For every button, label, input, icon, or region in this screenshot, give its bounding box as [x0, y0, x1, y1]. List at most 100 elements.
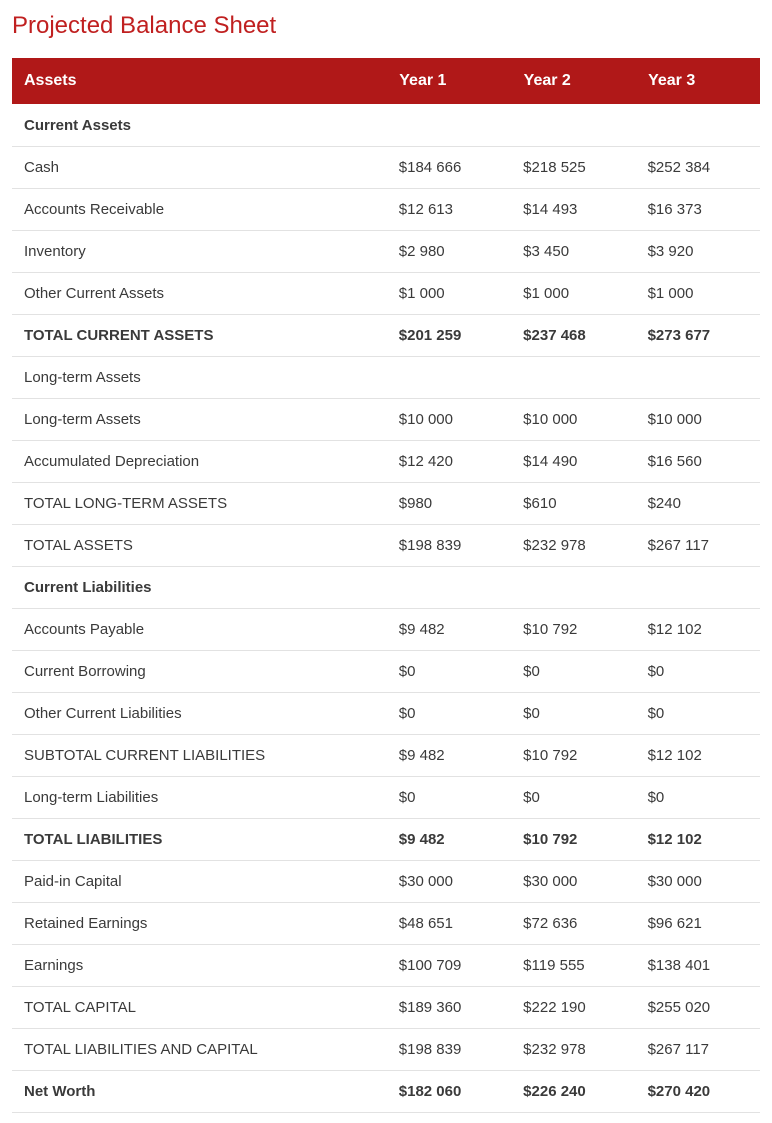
header-year-2: Year 2: [511, 58, 635, 105]
row-value: $0: [387, 777, 511, 819]
table-row: Earnings$100 709$119 555$138 401: [12, 945, 760, 987]
row-value: $273 677: [636, 315, 760, 357]
page-title: Projected Balance Sheet: [12, 12, 760, 40]
row-value: $184 666: [387, 147, 511, 189]
table-row: Other Current Liabilities$0$0$0: [12, 693, 760, 735]
row-value: $16 560: [636, 441, 760, 483]
row-value: $0: [511, 777, 635, 819]
table-row: TOTAL LIABILITIES AND CAPITAL$198 839$23…: [12, 1029, 760, 1071]
row-value: $0: [387, 693, 511, 735]
row-value: $198 839: [387, 525, 511, 567]
row-value: $10 000: [636, 399, 760, 441]
table-row: Long-term Assets$10 000$10 000$10 000: [12, 399, 760, 441]
row-label: Current Assets: [12, 105, 387, 147]
row-value: $16 373: [636, 189, 760, 231]
table-row: TOTAL LIABILITIES$9 482$10 792$12 102: [12, 819, 760, 861]
table-row: Current Borrowing$0$0$0: [12, 651, 760, 693]
row-value: $0: [636, 777, 760, 819]
table-row: Retained Earnings$48 651$72 636$96 621: [12, 903, 760, 945]
row-value: $1 000: [511, 273, 635, 315]
row-value: $138 401: [636, 945, 760, 987]
row-label: Accumulated Depreciation: [12, 441, 387, 483]
row-label: Long-term Liabilities: [12, 777, 387, 819]
row-value: $9 482: [387, 609, 511, 651]
row-value: $0: [511, 693, 635, 735]
row-label: Cash: [12, 147, 387, 189]
table-row: TOTAL CURRENT ASSETS$201 259$237 468$273…: [12, 315, 760, 357]
table-row: Cash$184 666$218 525$252 384: [12, 147, 760, 189]
row-value: $30 000: [636, 861, 760, 903]
row-value: [636, 357, 760, 399]
row-value: [387, 105, 511, 147]
row-value: $218 525: [511, 147, 635, 189]
row-value: $270 420: [636, 1071, 760, 1113]
row-value: $182 060: [387, 1071, 511, 1113]
row-value: $14 493: [511, 189, 635, 231]
row-value: $10 000: [511, 399, 635, 441]
row-value: $9 482: [387, 819, 511, 861]
row-value: $10 792: [511, 735, 635, 777]
balance-sheet-table: Assets Year 1 Year 2 Year 3 Current Asse…: [12, 58, 760, 1113]
row-value: $10 000: [387, 399, 511, 441]
row-value: $255 020: [636, 987, 760, 1029]
row-value: $3 450: [511, 231, 635, 273]
row-value: $232 978: [511, 1029, 635, 1071]
row-value: [511, 357, 635, 399]
row-label: TOTAL ASSETS: [12, 525, 387, 567]
row-label: Long-term Assets: [12, 357, 387, 399]
row-label: Inventory: [12, 231, 387, 273]
row-value: $9 482: [387, 735, 511, 777]
row-value: $48 651: [387, 903, 511, 945]
table-row: Current Liabilities: [12, 567, 760, 609]
table-header-row: Assets Year 1 Year 2 Year 3: [12, 58, 760, 105]
row-label: TOTAL LIABILITIES AND CAPITAL: [12, 1029, 387, 1071]
row-value: $226 240: [511, 1071, 635, 1113]
row-value: [511, 567, 635, 609]
row-value: $252 384: [636, 147, 760, 189]
row-value: $198 839: [387, 1029, 511, 1071]
row-value: $12 613: [387, 189, 511, 231]
row-value: $1 000: [636, 273, 760, 315]
table-row: Other Current Assets$1 000$1 000$1 000: [12, 273, 760, 315]
table-row: SUBTOTAL CURRENT LIABILITIES$9 482$10 79…: [12, 735, 760, 777]
row-value: $12 102: [636, 819, 760, 861]
row-value: $14 490: [511, 441, 635, 483]
row-label: Other Current Liabilities: [12, 693, 387, 735]
row-label: Net Worth: [12, 1071, 387, 1113]
table-row: TOTAL ASSETS$198 839$232 978$267 117: [12, 525, 760, 567]
row-value: $12 102: [636, 609, 760, 651]
row-label: Long-term Assets: [12, 399, 387, 441]
row-value: [636, 105, 760, 147]
table-row: Net Worth$182 060$226 240$270 420: [12, 1071, 760, 1113]
row-value: $3 920: [636, 231, 760, 273]
row-value: $12 102: [636, 735, 760, 777]
header-year-1: Year 1: [387, 58, 511, 105]
row-value: [387, 567, 511, 609]
row-value: $100 709: [387, 945, 511, 987]
row-value: $30 000: [387, 861, 511, 903]
row-value: $232 978: [511, 525, 635, 567]
row-value: $189 360: [387, 987, 511, 1029]
table-row: Long-term Liabilities$0$0$0: [12, 777, 760, 819]
table-row: Accounts Payable$9 482$10 792$12 102: [12, 609, 760, 651]
row-value: $980: [387, 483, 511, 525]
row-value: $0: [387, 651, 511, 693]
header-assets: Assets: [12, 58, 387, 105]
row-value: $12 420: [387, 441, 511, 483]
row-value: $10 792: [511, 609, 635, 651]
table-row: Accounts Receivable$12 613$14 493$16 373: [12, 189, 760, 231]
row-value: $2 980: [387, 231, 511, 273]
row-label: SUBTOTAL CURRENT LIABILITIES: [12, 735, 387, 777]
row-value: $222 190: [511, 987, 635, 1029]
row-label: TOTAL CURRENT ASSETS: [12, 315, 387, 357]
row-value: $0: [511, 651, 635, 693]
header-year-3: Year 3: [636, 58, 760, 105]
row-value: $72 636: [511, 903, 635, 945]
row-value: $267 117: [636, 1029, 760, 1071]
row-value: $201 259: [387, 315, 511, 357]
table-row: Long-term Assets: [12, 357, 760, 399]
row-value: [511, 105, 635, 147]
table-row: Current Assets: [12, 105, 760, 147]
row-label: TOTAL CAPITAL: [12, 987, 387, 1029]
table-row: TOTAL CAPITAL$189 360$222 190$255 020: [12, 987, 760, 1029]
